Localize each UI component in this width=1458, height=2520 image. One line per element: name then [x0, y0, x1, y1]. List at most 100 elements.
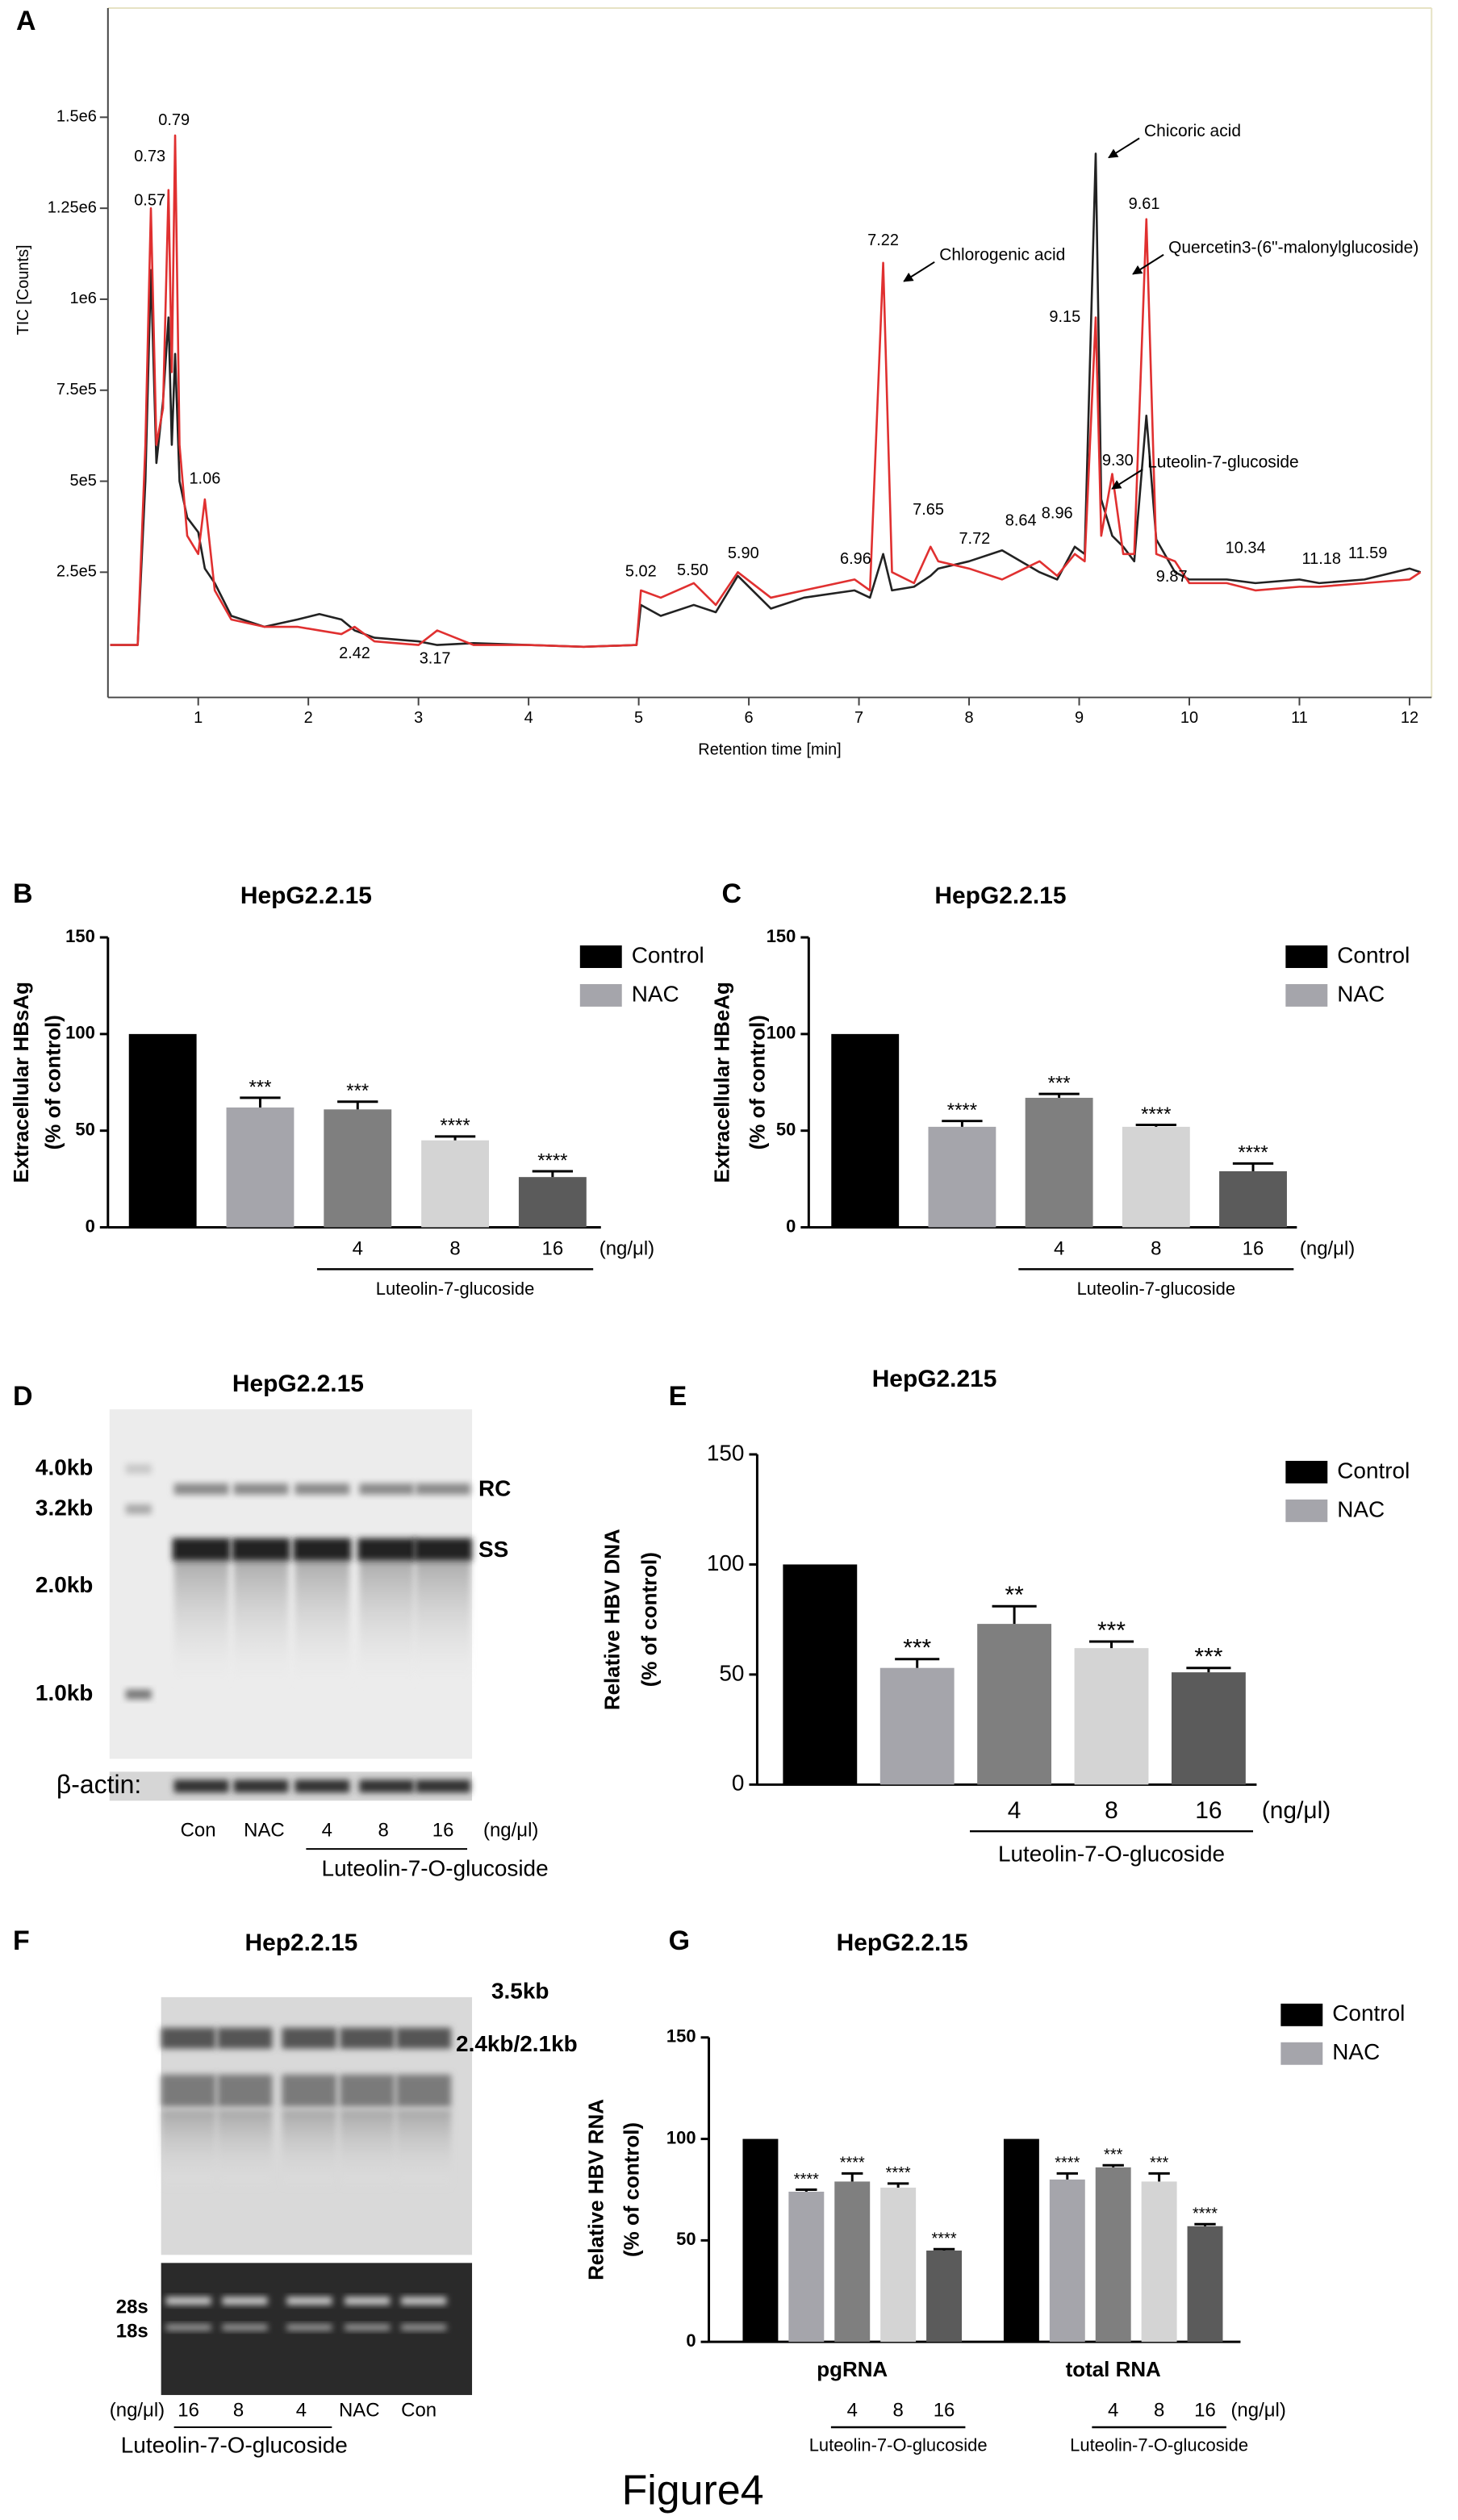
x-tick-label: 8: [964, 709, 973, 727]
y-tick-label: 50: [719, 1660, 744, 1685]
y-tick-label: 100: [666, 2127, 696, 2147]
bar: [128, 1033, 197, 1228]
band: [340, 2074, 395, 2107]
rrna-band: [222, 2297, 268, 2305]
significance: ****: [537, 1149, 567, 1171]
rrna-band: [165, 2324, 211, 2331]
bar: [834, 2181, 871, 2343]
group-label: Luteolin-7-O-glucoside: [1070, 2435, 1248, 2455]
x-tick-label: 11: [1291, 709, 1308, 727]
panel-letter: E: [669, 1381, 687, 1412]
peak-label: 9.61: [1129, 195, 1160, 213]
x-tick-label: 5: [634, 709, 643, 727]
chart-title: HepG2.2.15: [837, 1930, 968, 1956]
bar: [783, 1564, 858, 1785]
smear: [340, 2109, 395, 2191]
band-label: RC: [478, 1475, 511, 1500]
x-tick-label: 7: [854, 709, 863, 727]
lane-label: 8: [233, 2399, 244, 2421]
dose-label: 4: [353, 1238, 363, 1260]
bar: [1141, 2181, 1177, 2343]
bar: [1074, 1648, 1149, 1785]
band: [340, 2027, 395, 2049]
x-tick-label: 6: [745, 709, 754, 727]
legend-swatch: [579, 945, 622, 969]
loading-label: β-actin:: [56, 1770, 141, 1799]
y-tick-label: 0: [732, 1771, 745, 1796]
y-tick-label: 5e5: [70, 472, 97, 490]
dose-label: 16: [1195, 1797, 1222, 1824]
peak-label: 5.02: [625, 563, 657, 581]
significance: ***: [1150, 2155, 1169, 2172]
panel-letter: D: [13, 1381, 33, 1412]
ss-band: [232, 1537, 290, 1561]
band: [161, 2027, 216, 2049]
y-tick-label: 1.5e6: [56, 108, 97, 126]
smear: [295, 1558, 350, 1688]
significance: ****: [932, 2230, 957, 2247]
bar: [928, 1126, 996, 1228]
legend-swatch: [1280, 2003, 1323, 2026]
y-axis-label: Relative HBV RNA: [586, 2099, 608, 2280]
size-label: 2.0kb: [36, 1572, 93, 1597]
rrna-label: 18s: [116, 2321, 148, 2343]
actin-band: [233, 1779, 289, 1793]
dose-label: 16: [542, 1238, 564, 1260]
y-tick-label: 1.25e6: [48, 198, 97, 216]
rrna-band: [286, 2324, 332, 2331]
peak-label: 9.15: [1049, 308, 1080, 326]
peak-label: 0.57: [134, 191, 165, 209]
significance: **: [1005, 1582, 1024, 1608]
compound-label: Chlorogenic acid: [939, 245, 1065, 264]
size-label: 2.4kb/2.1kb: [456, 2031, 578, 2056]
size-label: 3.2kb: [36, 1495, 93, 1520]
y-tick-label: 0: [686, 2330, 696, 2351]
significance: ***: [903, 1635, 931, 1662]
peak-label: 8.64: [1005, 511, 1037, 529]
lane-label: NAC: [339, 2399, 380, 2421]
rrna-band: [165, 2297, 211, 2305]
lane-label: 16: [432, 1820, 454, 1842]
rc-band: [233, 1483, 289, 1495]
lane-label: 4: [322, 1820, 332, 1842]
significance: ****: [1055, 2155, 1080, 2172]
bar: [879, 1667, 955, 1785]
significance: ***: [1104, 2147, 1123, 2164]
peak-label: 11.59: [1348, 544, 1387, 562]
size-label: 1.0kb: [36, 1680, 93, 1705]
peak-label: 0.79: [158, 111, 190, 129]
y-tick-label: 150: [666, 2026, 696, 2046]
y-axis-label: (% of control): [746, 1015, 769, 1149]
figure-title: Figure4: [622, 2468, 764, 2514]
group-label: Luteolin-7-O-glucoside: [121, 2432, 348, 2457]
smear: [359, 1558, 415, 1688]
ladder-band: [125, 1463, 152, 1474]
x-tick-label: 12: [1401, 709, 1418, 727]
peak-label: 6.96: [840, 550, 871, 568]
peak-label: 5.50: [677, 561, 708, 579]
bar: [1219, 1170, 1287, 1228]
peak-label: 3.17: [420, 649, 451, 667]
rrna-band: [345, 2324, 391, 2331]
bar: [1095, 2167, 1131, 2343]
x-tick-label: 3: [414, 709, 423, 727]
compound-label: Quercetin3-(6"-malonylglucoside): [1168, 238, 1418, 257]
x-tick-label: 10: [1180, 709, 1198, 727]
y-tick-label: 100: [767, 1023, 796, 1043]
rc-band: [173, 1483, 229, 1495]
y-tick-label: 50: [776, 1119, 796, 1139]
y-axis-label: Relative HBV DNA: [602, 1529, 625, 1710]
dose-label: 4: [1054, 1238, 1064, 1260]
y-tick-label: 0: [86, 1216, 95, 1236]
rc-band: [416, 1483, 471, 1495]
group-label: Luteolin-7-glucoside: [376, 1279, 534, 1299]
significance: ***: [1048, 1072, 1071, 1094]
legend-swatch: [1285, 945, 1328, 969]
legend-swatch: [579, 983, 622, 1007]
legend-swatch: [1285, 1460, 1328, 1483]
band: [217, 2074, 273, 2107]
ss-band: [357, 1537, 416, 1561]
y-tick-label: 50: [676, 2229, 696, 2249]
bar: [1049, 2179, 1085, 2343]
